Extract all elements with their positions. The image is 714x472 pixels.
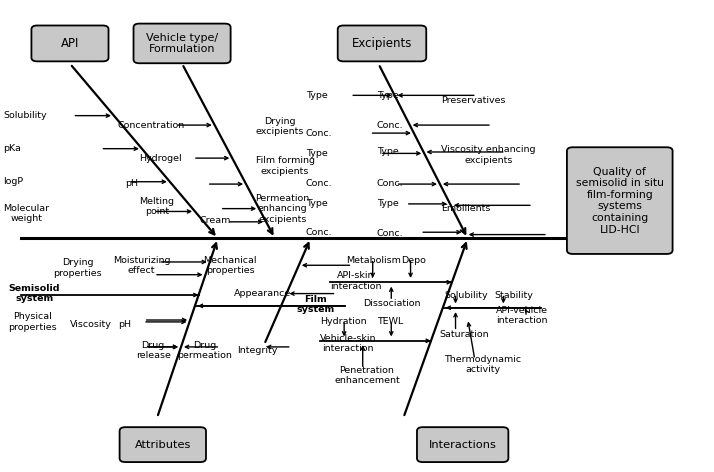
Text: Physical
properties: Physical properties	[9, 312, 57, 332]
Text: Attributes: Attributes	[135, 439, 191, 450]
Text: Viscosity enhancing
excipients: Viscosity enhancing excipients	[441, 145, 536, 165]
Text: Saturation: Saturation	[439, 329, 489, 339]
Text: API-vehicle
interaction: API-vehicle interaction	[496, 305, 548, 325]
Text: Moisturizing
effect: Moisturizing effect	[113, 255, 171, 275]
Text: Solubility: Solubility	[444, 290, 488, 300]
Text: Type: Type	[306, 149, 327, 158]
Text: Mechanical
properties: Mechanical properties	[203, 255, 257, 275]
Text: Type: Type	[306, 91, 327, 100]
Text: pH: pH	[125, 178, 138, 188]
Text: Vehicle-skin
interaction: Vehicle-skin interaction	[320, 334, 376, 354]
Text: Drying
excipients: Drying excipients	[256, 117, 304, 136]
Text: Permeation
enhancing
excipients: Permeation enhancing excipients	[256, 194, 310, 224]
FancyBboxPatch shape	[134, 24, 231, 63]
Text: TEWL: TEWL	[377, 317, 403, 327]
Text: Dissociation: Dissociation	[363, 298, 421, 308]
Text: Hydrogel: Hydrogel	[139, 153, 182, 163]
FancyBboxPatch shape	[31, 25, 109, 61]
Text: Metabolism: Metabolism	[346, 256, 401, 265]
Text: Emollients: Emollients	[441, 204, 491, 213]
Text: Integrity: Integrity	[237, 346, 278, 355]
Text: Interactions: Interactions	[428, 439, 497, 450]
Text: Cream: Cream	[200, 216, 231, 226]
FancyBboxPatch shape	[120, 427, 206, 462]
Text: Solubility: Solubility	[4, 111, 47, 120]
Text: Type: Type	[377, 147, 398, 157]
Text: Viscosity: Viscosity	[70, 320, 112, 329]
FancyBboxPatch shape	[567, 147, 673, 254]
Text: pKa: pKa	[4, 144, 21, 153]
Text: Vehicle type/
Formulation: Vehicle type/ Formulation	[146, 33, 218, 54]
Text: Conc.: Conc.	[306, 228, 332, 237]
FancyBboxPatch shape	[338, 25, 426, 61]
Text: Quality of
semisolid in situ
film-forming
systems
containing
LID-HCl: Quality of semisolid in situ film-formin…	[575, 167, 664, 235]
Text: Conc.: Conc.	[306, 178, 332, 188]
Text: Concentration: Concentration	[118, 120, 185, 130]
Text: API-skin
interaction: API-skin interaction	[330, 271, 381, 291]
Text: Conc.: Conc.	[377, 178, 403, 188]
Text: Conc.: Conc.	[377, 120, 403, 130]
Text: Drug
release: Drug release	[136, 340, 171, 360]
Text: Thermodynamic
activity: Thermodynamic activity	[444, 354, 521, 374]
Text: Type: Type	[377, 91, 398, 100]
Text: Depo: Depo	[401, 256, 426, 265]
Text: Stability: Stability	[494, 290, 533, 300]
Text: Conc.: Conc.	[377, 229, 403, 238]
Text: Film forming
excipients: Film forming excipients	[256, 156, 315, 176]
Text: Type: Type	[306, 199, 327, 209]
Text: Semisolid
system: Semisolid system	[9, 284, 60, 303]
Text: Conc.: Conc.	[306, 128, 332, 138]
Text: logP: logP	[4, 177, 24, 186]
Text: Hydration: Hydration	[320, 317, 366, 327]
Text: Drug
permeation: Drug permeation	[177, 340, 232, 360]
Text: Molecular
weight: Molecular weight	[4, 203, 50, 223]
Text: Appearance: Appearance	[234, 289, 291, 298]
Text: Drying
properties: Drying properties	[54, 258, 102, 278]
Text: pH: pH	[118, 320, 131, 329]
Text: Melting
point: Melting point	[139, 197, 174, 217]
FancyBboxPatch shape	[417, 427, 508, 462]
Text: Type: Type	[377, 199, 398, 209]
Text: Film
system: Film system	[296, 295, 335, 314]
Text: Excipients: Excipients	[352, 37, 412, 50]
Text: Preservatives: Preservatives	[441, 95, 506, 105]
Text: Penetration
enhancement: Penetration enhancement	[334, 365, 400, 385]
Text: API: API	[61, 37, 79, 50]
